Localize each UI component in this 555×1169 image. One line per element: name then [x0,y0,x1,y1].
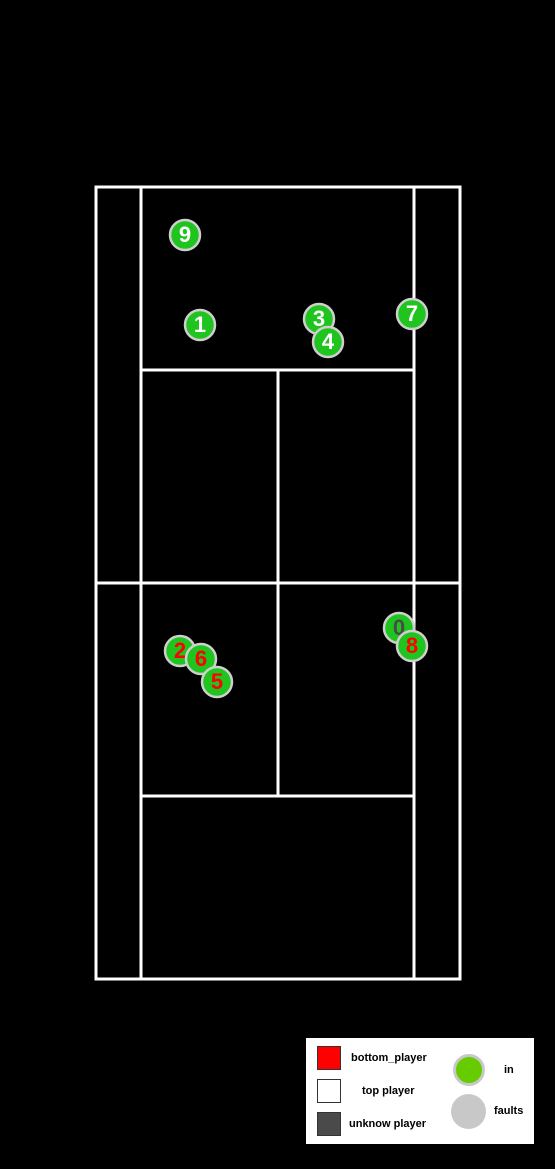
shot-marker: 1 [183,308,217,342]
in-label: in [504,1064,514,1076]
unknown-player-label: unknow player [349,1118,427,1130]
top-player-swatch [317,1079,341,1103]
shot-number-label: 5 [211,669,223,694]
shot-number-label: 8 [406,633,418,658]
shot-marker: 8 [395,629,429,663]
shot-marker: 5 [200,665,234,699]
shot-ball-icon [311,325,345,359]
shot-ball-icon [168,218,202,252]
unknown-player-swatch [317,1112,341,1136]
shot-ball-icon [395,297,429,331]
shot-marker: 7 [395,297,429,331]
top-player-label: top player [362,1085,415,1097]
shot-ball-icon [200,665,234,699]
faults-circle-icon [451,1094,486,1129]
shot-ball-icon [184,642,218,676]
in-circle-icon [453,1054,485,1086]
bottom-player-label: bottom_player [351,1052,427,1064]
shot-number-label: 3 [313,306,325,331]
shot-number-label: 7 [406,301,418,326]
shot-marker: 4 [311,325,345,359]
shot-number-label: 9 [179,222,191,247]
shot-ball-icon [395,629,429,663]
shot-marker: 6 [184,642,218,676]
shot-marker: 9 [168,218,202,252]
legend: bottom_player top player unknow player i… [306,1038,534,1144]
shot-number-label: 2 [174,638,186,663]
bottom-player-swatch [317,1046,341,1070]
shot-number-label: 6 [195,646,207,671]
faults-label: faults [494,1105,524,1117]
shot-ball-icon [183,308,217,342]
shot-number-label: 1 [194,312,206,337]
shot-number-label: 4 [322,329,335,354]
